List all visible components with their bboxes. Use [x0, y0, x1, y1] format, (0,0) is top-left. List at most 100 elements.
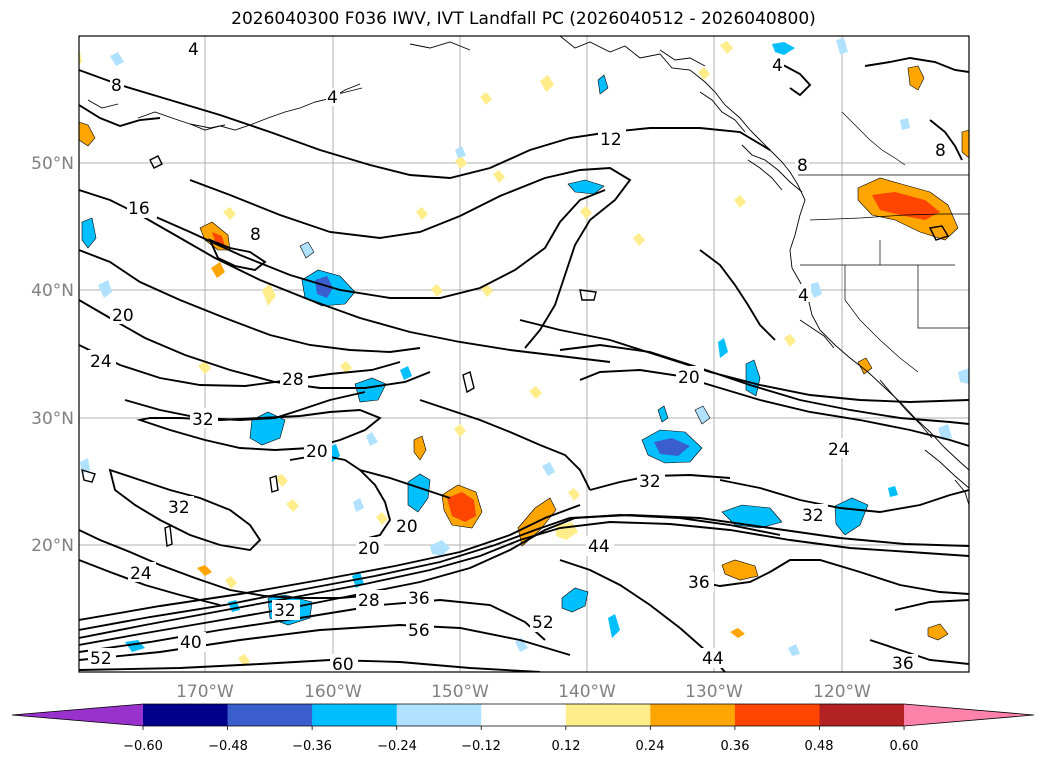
contour-label: 12 [600, 130, 622, 150]
contour-label: 28 [358, 591, 380, 611]
colorbar-tick-label: 0.48 [805, 739, 834, 754]
contour-label: 32 [168, 498, 190, 518]
contour-label: 36 [688, 573, 710, 593]
contour-label: 24 [90, 352, 112, 372]
lon-label-150w: 150°W [431, 682, 489, 702]
contour-36-east [689, 559, 969, 595]
contour-label: 8 [935, 141, 946, 161]
contour-label: 16 [128, 199, 150, 219]
contour-label: 4 [188, 40, 199, 60]
contour-20-ne [894, 599, 969, 611]
colorbar-tick-label: 0.24 [636, 739, 665, 754]
colorbar-tick-label: −0.36 [292, 739, 332, 754]
colorbar-segment [396, 704, 482, 726]
contour-label: 4 [327, 88, 338, 108]
contour-28-sw [79, 529, 376, 599]
colorbar-tick-label: −0.60 [123, 739, 163, 754]
contour-label: 20 [306, 442, 328, 462]
contour-20-west [79, 249, 421, 353]
colorbar-tick-label: 0.60 [890, 739, 919, 754]
contour-label: 4 [798, 286, 809, 306]
colorbar-extend-low [12, 704, 143, 726]
contour-28-basin [359, 469, 451, 499]
colorbar-segment [565, 704, 651, 726]
contour-label: 8 [797, 156, 808, 176]
contour-28-mid [579, 369, 969, 447]
colorbar-segment [734, 704, 820, 726]
contour-label: 36 [892, 654, 914, 674]
contour-label: 32 [274, 601, 296, 621]
colorbar-tick-label: −0.48 [208, 739, 248, 754]
contour-label: 52 [532, 613, 554, 633]
colorbar-segment [312, 704, 398, 726]
contour-labels: 4 4 4 4 8 8 8 8 12 16 20 20 20 [88, 40, 949, 675]
contour-label: 4 [772, 56, 783, 76]
contour-label: 20 [678, 368, 700, 388]
colorbar-tick-label: −0.12 [461, 739, 501, 754]
colorbar-segment [227, 704, 313, 726]
contour-label: 60 [332, 655, 354, 675]
small-contour-rings [81, 155, 950, 547]
contour-24-sw [79, 559, 221, 606]
contour-24-west [79, 299, 431, 389]
contour-32-east [719, 479, 969, 513]
contour-label: 20 [112, 306, 134, 326]
contour-label: 24 [828, 440, 850, 460]
contour-12-bay [189, 167, 632, 349]
colorbar: −0.60 −0.48 −0.36 −0.24 −0.12 0.12 0.24 … [11, 703, 1035, 754]
contour-12-east [929, 119, 963, 161]
colorbar-segment [819, 704, 905, 726]
colorbar-tick-label: 0.36 [721, 739, 750, 754]
lat-label-20n: 20°N [31, 536, 74, 556]
lon-label-120w: 120°W [813, 682, 871, 702]
contour-32-loop-sw [108, 468, 262, 552]
contour-28-west [79, 344, 401, 387]
contour-8-north [864, 57, 969, 73]
contour-label: 32 [639, 472, 661, 492]
contour-label: 36 [408, 589, 430, 609]
longitude-labels: 170°W 160°W 150°W 140°W 130°W 120°W [176, 682, 871, 702]
map-panel: 4 4 4 4 8 8 8 8 12 16 20 20 20 [79, 36, 969, 675]
contour-20-mid [519, 319, 969, 403]
contour-label: 20 [358, 539, 380, 559]
contour-24-mid [559, 344, 969, 425]
contour-label: 28 [282, 370, 304, 390]
contour-label: 24 [130, 564, 152, 584]
colorbar-segment [650, 704, 736, 726]
colorbar-segment [143, 704, 229, 726]
colorbar-tick-label: 0.12 [552, 739, 581, 754]
contour-12-arc [79, 69, 771, 179]
contour-44 [79, 521, 969, 639]
contour-label: 40 [180, 633, 202, 653]
lat-label-50n: 50°N [31, 154, 74, 174]
contour-label: 52 [90, 649, 112, 669]
colorbar-segment [481, 704, 567, 726]
lon-label-140w: 140°W [558, 682, 616, 702]
lon-label-130w: 130°W [685, 682, 743, 702]
contour-label: 8 [250, 225, 261, 245]
map-frame [78, 35, 970, 673]
contour-8-west [208, 238, 267, 272]
contour-label: 8 [111, 76, 122, 96]
colorbar-extend-high [904, 704, 1034, 726]
contour-20-basin [419, 399, 591, 491]
contour-36-south [79, 504, 581, 621]
contour-56 [79, 624, 571, 661]
contour-40 [79, 514, 969, 631]
contour-label: 56 [408, 621, 430, 641]
map-title: 2026040300 F036 IWV, IVT Landfall PC (20… [231, 9, 816, 29]
contour-label: 44 [702, 649, 724, 669]
contour-label: 32 [802, 506, 824, 526]
contour-16-bay [139, 189, 606, 299]
lat-label-40n: 40°N [31, 281, 74, 301]
colorbar-tick-label: −0.24 [377, 739, 417, 754]
lon-label-160w: 160°W [304, 682, 362, 702]
contour-label: 20 [396, 517, 418, 537]
state-borders [798, 111, 969, 373]
contour-8-mid [699, 249, 776, 341]
lon-label-170w: 170°W [176, 682, 234, 702]
latitude-labels: 50°N 40°N 30°N 20°N [31, 154, 74, 556]
positive-anomaly-patches [79, 41, 969, 667]
contour-label: 32 [192, 410, 214, 430]
